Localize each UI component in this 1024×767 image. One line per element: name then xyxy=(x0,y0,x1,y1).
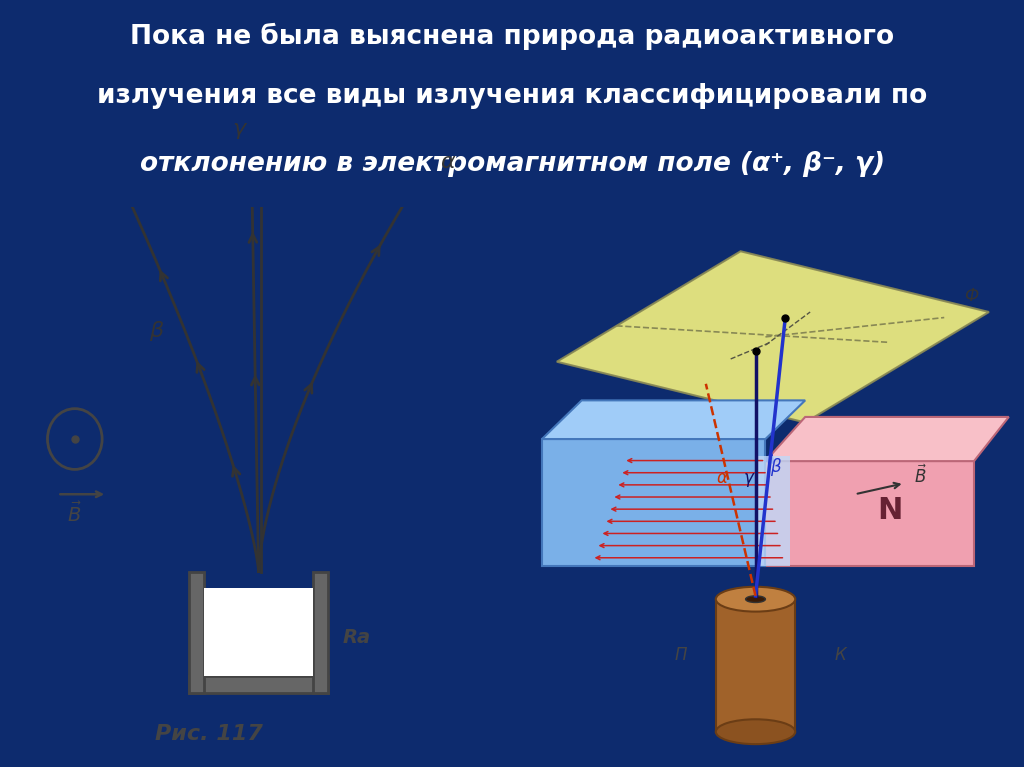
Bar xyxy=(716,599,796,732)
Text: Рис. 117: Рис. 117 xyxy=(155,724,263,744)
Text: $\vec{B}$: $\vec{B}$ xyxy=(914,465,928,487)
Bar xyxy=(189,676,328,693)
Polygon shape xyxy=(542,439,766,566)
Text: $\alpha$: $\alpha$ xyxy=(716,469,728,487)
Polygon shape xyxy=(766,461,974,566)
Text: N: N xyxy=(877,496,902,525)
Ellipse shape xyxy=(716,587,796,611)
Text: $\gamma$: $\gamma$ xyxy=(232,121,249,141)
Text: П: П xyxy=(675,646,687,664)
Text: излучения все виды излучения классифицировали по: излучения все виды излучения классифицир… xyxy=(97,83,927,109)
Text: Ra: Ra xyxy=(343,628,371,647)
Text: S: S xyxy=(605,491,628,520)
Text: Ф: Ф xyxy=(965,287,978,305)
Ellipse shape xyxy=(716,719,796,744)
Text: $\beta$: $\beta$ xyxy=(770,456,782,478)
Text: отклонению в электромагнитном поле (α⁺, β⁻, γ): отклонению в электромагнитном поле (α⁺, … xyxy=(139,150,885,176)
Bar xyxy=(313,571,328,693)
Text: $\vec{B}$: $\vec{B}$ xyxy=(68,502,82,526)
Ellipse shape xyxy=(745,596,766,603)
Bar xyxy=(204,588,313,676)
Text: $\alpha$: $\alpha$ xyxy=(440,153,457,173)
Bar xyxy=(189,571,204,693)
Text: $\gamma$: $\gamma$ xyxy=(743,471,756,489)
Text: $\beta$: $\beta$ xyxy=(150,320,165,344)
Text: К: К xyxy=(835,646,846,664)
Text: Пока не была выяснена природа радиоактивного: Пока не была выяснена природа радиоактив… xyxy=(130,22,894,50)
Polygon shape xyxy=(557,252,989,423)
Polygon shape xyxy=(756,456,791,566)
Polygon shape xyxy=(766,417,1009,461)
Polygon shape xyxy=(542,400,805,439)
